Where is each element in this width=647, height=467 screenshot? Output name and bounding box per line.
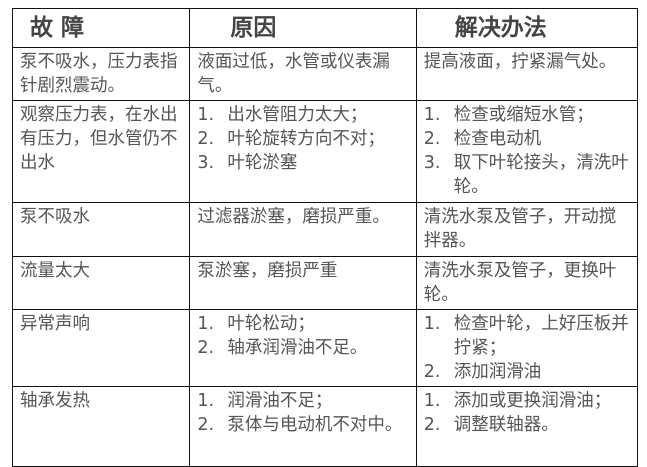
solution-cell: 1. 检查叶轮，上好压板并拧紧； 2. 添加润滑油 xyxy=(415,309,639,387)
item-number: 1. xyxy=(197,105,215,125)
fault-table: 故 障 原因 解决办法 泵不吸水，压力表指针剧烈震动。 液面过低，水管或仪表漏气。… xyxy=(11,8,639,467)
fault-cell: 异常声响 xyxy=(11,309,191,387)
list-item: 1. 添加或更换润滑油； xyxy=(424,389,631,413)
fault-cell: 流量太大 xyxy=(11,256,191,310)
fault-cell: 观察压力表，在水出有压力，但水管仍不出水 xyxy=(11,100,191,203)
item-text: 轴承润滑油不足。 xyxy=(227,338,368,358)
list-item: 2. 调整联轴器。 xyxy=(424,413,631,437)
header-solution: 解决办法 xyxy=(415,8,639,48)
cause-cell: 1. 叶轮松动； 2. 轴承润滑油不足。 xyxy=(189,309,417,387)
item-number: 1. xyxy=(423,391,441,411)
list-item: 2. 轴承润滑油不足。 xyxy=(197,336,409,360)
table-row: 流量太大 泵淤塞，磨损严重 清洗水泵及管子，更换叶轮。 xyxy=(11,256,639,310)
table-row: 泵不吸水，压力表指针剧烈震动。 液面过低，水管或仪表漏气。 提高液面，拧紧漏气处。 xyxy=(11,47,639,101)
cause-cell-list: 1. 出水管阻力太大； 2. 叶轮旋转方向不对； 3. 叶轮淤塞 xyxy=(197,103,409,175)
list-item: 2. 泵体与电动机不对中。 xyxy=(197,413,409,437)
fault-cell: 泵不吸水，压力表指针剧烈震动。 xyxy=(11,47,191,101)
item-text: 添加或更换润滑油； xyxy=(453,391,612,411)
item-number: 1. xyxy=(197,391,215,411)
list-item: 1. 检查叶轮，上好压板并拧紧； xyxy=(424,312,631,360)
item-text: 取下叶轮接头，清洗叶轮。 xyxy=(453,153,629,197)
solution-cell: 清洗水泵及管子，更换叶轮。 xyxy=(415,256,639,310)
item-number: 2. xyxy=(197,129,215,149)
header-fault: 故 障 xyxy=(11,8,191,48)
cause-cell: 泵淤塞，磨损严重 xyxy=(189,256,417,310)
item-number: 2. xyxy=(197,338,215,358)
item-text: 检查或缩短水管； xyxy=(453,105,594,125)
list-item: 2. 添加润滑油 xyxy=(424,360,631,384)
solution-cell-list: 1. 添加或更换润滑油； 2. 调整联轴器。 xyxy=(424,389,631,437)
item-number: 1. xyxy=(423,105,441,125)
list-item: 1. 检查或缩短水管； xyxy=(424,103,631,127)
list-item: 2. 叶轮旋转方向不对； xyxy=(197,127,409,151)
table-row: 异常声响 1. 叶轮松动； 2. 轴承润滑油不足。 1. 检查叶轮，上好压板并拧紧； 2. 添加… xyxy=(11,309,639,387)
item-text: 叶轮松动； xyxy=(227,314,315,334)
list-item: 3. 叶轮淤塞 xyxy=(197,151,409,175)
cause-cell: 过滤器淤塞，磨损严重。 xyxy=(189,202,417,257)
fault-cell: 泵不吸水 xyxy=(11,202,191,257)
solution-cell-list: 1. 检查叶轮，上好压板并拧紧； 2. 添加润滑油 xyxy=(424,312,631,384)
list-item: 1. 出水管阻力太大； xyxy=(197,103,409,127)
item-number: 2. xyxy=(423,129,441,149)
item-number: 1. xyxy=(423,314,441,334)
table-row: 轴承发热 1. 润滑油不足； 2. 泵体与电动机不对中。 1. 添加或更换润滑油； 2. 调整联… xyxy=(11,386,639,467)
solution-cell: 1. 添加或更换润滑油； 2. 调整联轴器。 xyxy=(415,386,639,467)
cause-cell: 1. 润滑油不足； 2. 泵体与电动机不对中。 xyxy=(189,386,417,467)
item-text: 润滑油不足； xyxy=(227,391,333,411)
item-number: 2. xyxy=(423,362,441,382)
fault-cell: 轴承发热 xyxy=(11,386,191,467)
list-item: 1. 润滑油不足； xyxy=(197,389,409,413)
solution-cell: 1. 检查或缩短水管； 2. 检查电动机 3. 取下叶轮接头，清洗叶轮。 xyxy=(415,100,639,203)
solution-cell-list: 1. 检查或缩短水管； 2. 检查电动机 3. 取下叶轮接头，清洗叶轮。 xyxy=(424,103,631,199)
list-item: 2. 检查电动机 xyxy=(424,127,631,151)
solution-cell: 提高液面，拧紧漏气处。 xyxy=(415,47,639,101)
item-text: 添加润滑油 xyxy=(453,362,542,382)
table-row: 观察压力表，在水出有压力，但水管仍不出水 1. 出水管阻力太大； 2. 叶轮旋转方向不对… xyxy=(11,100,639,203)
item-number: 3. xyxy=(423,153,441,173)
cause-cell-list: 1. 叶轮松动； 2. 轴承润滑油不足。 xyxy=(197,312,409,360)
item-number: 2. xyxy=(423,415,441,435)
item-text: 叶轮淤塞 xyxy=(227,153,298,173)
header-cause: 原因 xyxy=(189,8,417,48)
item-text: 泵体与电动机不对中。 xyxy=(227,415,403,435)
header-row: 故 障 原因 解决办法 xyxy=(11,8,639,48)
cause-cell: 1. 出水管阻力太大； 2. 叶轮旋转方向不对； 3. 叶轮淤塞 xyxy=(189,100,417,203)
table-row: 泵不吸水 过滤器淤塞，磨损严重。 清洗水泵及管子，开动搅拌器。 xyxy=(11,202,639,257)
item-text: 出水管阻力太大； xyxy=(227,105,368,125)
item-text: 调整联轴器。 xyxy=(453,415,559,435)
item-number: 3. xyxy=(197,153,215,173)
item-text: 叶轮旋转方向不对； xyxy=(227,129,385,149)
list-item: 1. 叶轮松动； xyxy=(197,312,409,336)
solution-cell: 清洗水泵及管子，开动搅拌器。 xyxy=(415,202,639,257)
list-item: 3. 取下叶轮接头，清洗叶轮。 xyxy=(424,151,631,199)
item-text: 检查叶轮，上好压板并拧紧； xyxy=(453,314,629,358)
item-text: 检查电动机 xyxy=(453,129,542,149)
item-number: 2. xyxy=(197,415,215,435)
item-number: 1. xyxy=(197,314,215,334)
cause-cell: 液面过低，水管或仪表漏气。 xyxy=(189,47,417,101)
cause-cell-list: 1. 润滑油不足； 2. 泵体与电动机不对中。 xyxy=(197,389,409,437)
